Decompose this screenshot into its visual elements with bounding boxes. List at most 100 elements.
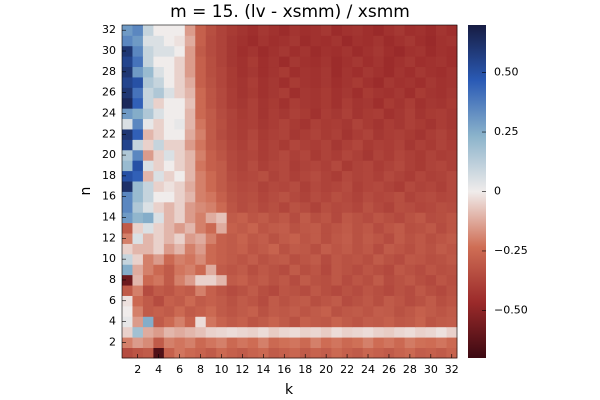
heatmap-cell — [237, 149, 249, 161]
heatmap-cell — [258, 326, 269, 338]
heatmap-cell — [289, 35, 301, 47]
heatmap-cell — [216, 170, 228, 182]
heatmap-cell — [383, 285, 395, 296]
x-tick-label: 10 — [214, 363, 228, 376]
heatmap-cell — [268, 139, 280, 151]
heatmap-cell — [436, 25, 447, 36]
heatmap-cell — [184, 233, 196, 244]
heatmap-cell — [163, 337, 175, 348]
heatmap-cell — [195, 222, 207, 234]
heatmap-cell — [341, 97, 353, 109]
heatmap-cell — [122, 212, 133, 224]
heatmap-cell — [289, 212, 301, 224]
heatmap-cell — [174, 35, 186, 47]
heatmap-cell — [299, 118, 311, 130]
heatmap-cell — [320, 274, 332, 286]
heatmap-cell — [153, 181, 165, 192]
heatmap-cell — [320, 222, 332, 234]
heatmap-cell — [142, 305, 154, 317]
heatmap-cell — [320, 149, 332, 161]
heatmap-cell — [341, 326, 353, 338]
y-tick-label: 2 — [109, 335, 116, 348]
heatmap-cell — [383, 139, 395, 151]
heatmap-cell — [226, 347, 238, 359]
y-tick-label: 16 — [102, 190, 116, 203]
heatmap-cell — [195, 77, 207, 88]
heatmap-cell — [258, 181, 269, 192]
heatmap-cell — [352, 35, 364, 47]
heatmap-cell — [404, 77, 416, 88]
heatmap-cell — [446, 139, 458, 151]
heatmap-cell — [279, 295, 290, 307]
heatmap-cell — [247, 285, 259, 296]
heatmap-cell — [373, 118, 385, 130]
heatmap-cell — [415, 243, 426, 255]
heatmap-cell — [184, 191, 196, 203]
heatmap-cell — [132, 139, 144, 151]
heatmap-cell — [122, 139, 133, 151]
heatmap-cell — [195, 264, 207, 276]
heatmap-cell — [174, 285, 186, 296]
heatmap-cell — [142, 35, 154, 47]
heatmap-cell — [436, 56, 447, 68]
heatmap-cell — [142, 201, 154, 213]
heatmap-cell — [184, 222, 196, 234]
heatmap-cell — [320, 295, 332, 307]
heatmap-cell — [237, 160, 249, 172]
heatmap-cell — [216, 77, 228, 88]
heatmap-cell — [436, 45, 447, 57]
heatmap-cell — [352, 108, 364, 120]
heatmap-cell — [247, 264, 259, 276]
heatmap-cell — [404, 181, 416, 192]
heatmap-cell — [163, 285, 175, 296]
heatmap-cell — [425, 212, 437, 224]
heatmap-cell — [184, 253, 196, 265]
heatmap-cell — [205, 243, 217, 255]
colorbar-tick-label: 0.50 — [494, 66, 519, 79]
heatmap-cell — [299, 191, 311, 203]
heatmap-cell — [310, 87, 322, 99]
heatmap-cell — [436, 253, 447, 265]
heatmap-cell — [446, 45, 458, 57]
heatmap-cell — [279, 253, 290, 265]
heatmap-cell — [279, 160, 290, 172]
heatmap-cell — [352, 97, 364, 109]
heatmap-cell — [320, 212, 332, 224]
heatmap-cell — [195, 129, 207, 140]
heatmap-cell — [436, 97, 447, 109]
heatmap-cell — [425, 201, 437, 213]
heatmap-cell — [226, 87, 238, 99]
heatmap-cell — [163, 201, 175, 213]
heatmap-cell — [247, 149, 259, 161]
heatmap-cell — [425, 295, 437, 307]
heatmap-cell — [415, 45, 426, 57]
heatmap-cell — [184, 201, 196, 213]
heatmap-cell — [341, 149, 353, 161]
heatmap-cell — [289, 326, 301, 338]
heatmap-cell — [142, 264, 154, 276]
heatmap-cell — [404, 337, 416, 348]
heatmap-cell — [268, 25, 280, 36]
heatmap-cell — [247, 66, 259, 78]
heatmap-cell — [394, 212, 406, 224]
heatmap-cell — [258, 129, 269, 140]
heatmap-cell — [184, 347, 196, 359]
heatmap-cell — [132, 87, 144, 99]
heatmap-cell — [446, 243, 458, 255]
heatmap-cell — [258, 295, 269, 307]
heatmap-cell — [383, 295, 395, 307]
heatmap-cell — [258, 170, 269, 182]
heatmap-cell — [320, 87, 332, 99]
heatmap-cell — [268, 108, 280, 120]
heatmap-cell — [237, 181, 249, 192]
heatmap-cell — [132, 56, 144, 68]
heatmap-cell — [258, 97, 269, 109]
heatmap-cell — [373, 77, 385, 88]
heatmap-cell — [362, 253, 374, 265]
heatmap-cell — [394, 274, 406, 286]
heatmap-cell — [153, 87, 165, 99]
heatmap-cell — [425, 87, 437, 99]
heatmap-cell — [195, 295, 207, 307]
heatmap-cell — [237, 56, 249, 68]
heatmap-cell — [331, 305, 343, 317]
